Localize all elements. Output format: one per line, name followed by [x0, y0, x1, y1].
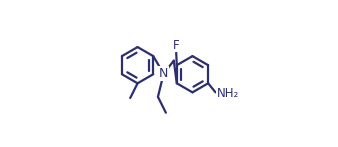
Text: NH₂: NH₂ — [217, 87, 239, 100]
Text: F: F — [173, 39, 179, 52]
Text: N: N — [159, 67, 168, 80]
